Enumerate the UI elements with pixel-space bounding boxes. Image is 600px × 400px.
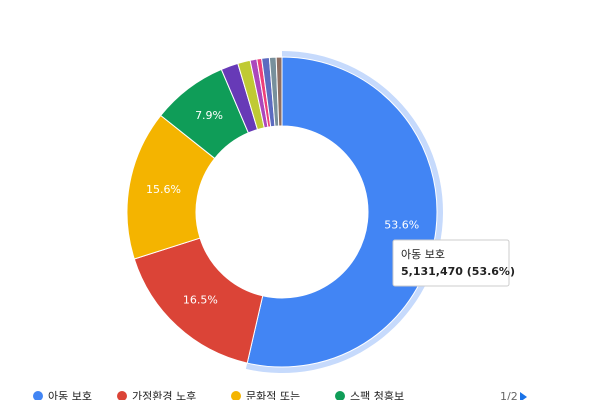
legend-swatch[interactable] <box>117 391 127 400</box>
slice-label: 7.9% <box>195 109 223 122</box>
slice-label: 15.6% <box>146 183 181 196</box>
legend-swatch[interactable] <box>33 391 43 400</box>
tooltip-title: 아동 보호 <box>401 248 445 261</box>
legend-label[interactable]: 가정환경 노후 <box>132 390 196 400</box>
slice[interactable] <box>246 56 438 368</box>
tooltip-box <box>392 239 510 287</box>
legend-swatch[interactable] <box>335 391 345 400</box>
slice[interactable] <box>275 56 283 127</box>
legend-label[interactable]: 문화적 또는 <box>246 390 300 400</box>
tooltip-value: 5,131,470 (53.6%) <box>401 265 515 278</box>
slice-label: 16.5% <box>183 294 218 307</box>
slice-label: 53.6% <box>384 219 419 232</box>
legend-pager: 1/2 <box>500 390 518 400</box>
legend-label[interactable]: 아동 보호 <box>48 390 92 400</box>
legend-next[interactable] <box>520 392 527 400</box>
legend-swatch[interactable] <box>231 391 241 400</box>
legend-label[interactable]: 스팩 청홍보 <box>350 389 404 400</box>
